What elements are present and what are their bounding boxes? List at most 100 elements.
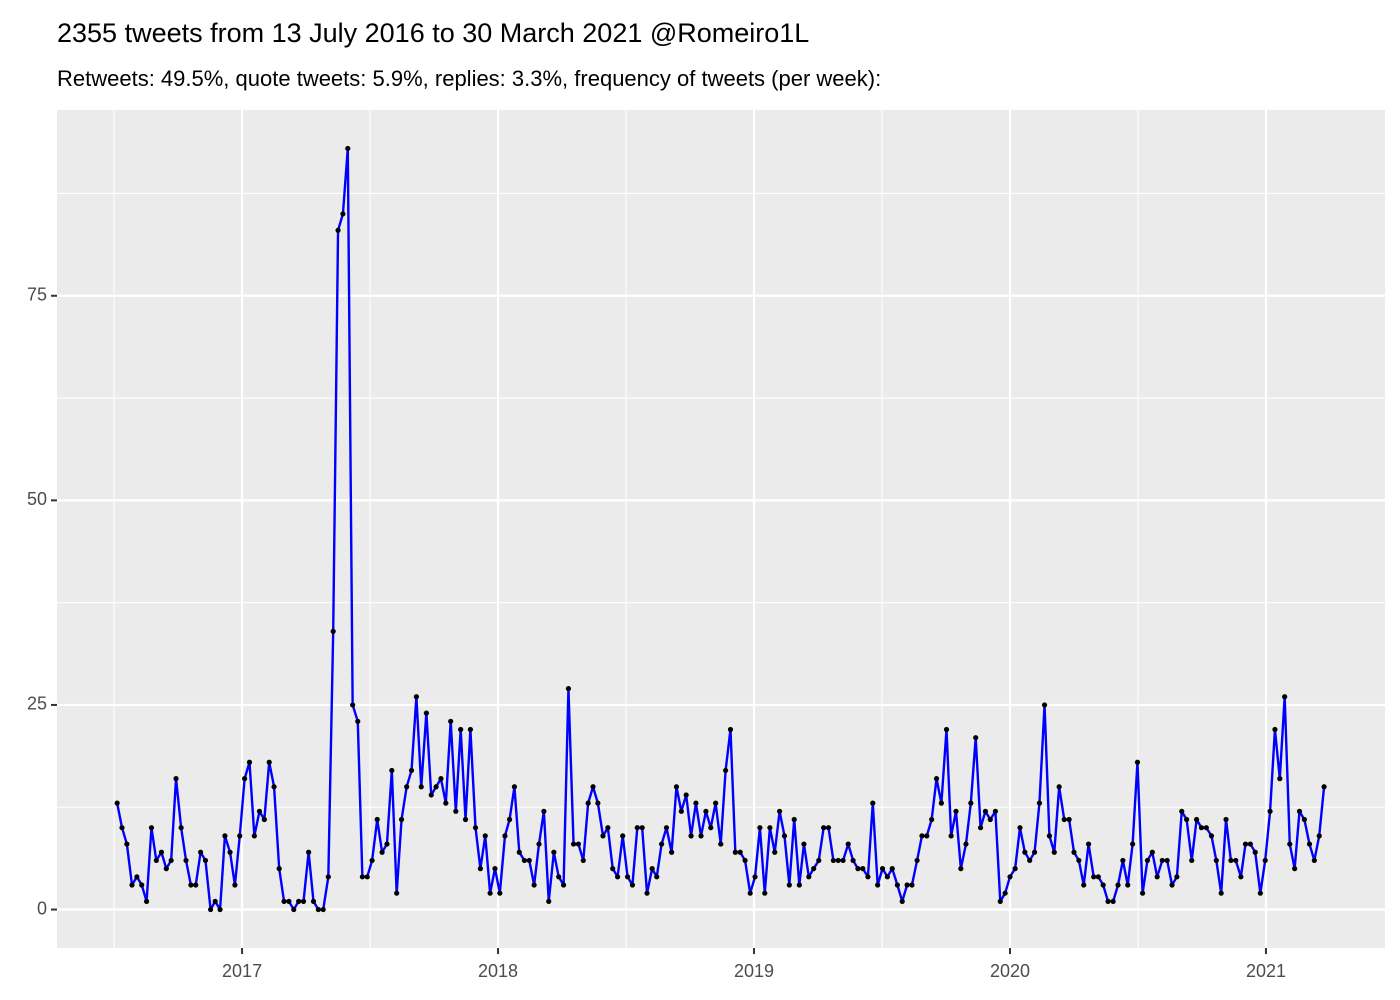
data-point xyxy=(462,816,469,823)
data-point xyxy=(506,816,513,823)
data-point xyxy=(1277,775,1283,782)
data-point xyxy=(246,759,253,765)
data-point xyxy=(899,898,905,904)
data-point xyxy=(1091,874,1097,880)
data-point xyxy=(482,833,488,839)
data-point xyxy=(585,800,591,806)
data-point xyxy=(418,784,424,790)
data-point xyxy=(119,825,125,831)
data-point xyxy=(796,882,802,888)
data-point xyxy=(727,726,734,733)
data-point xyxy=(953,808,959,814)
data-point xyxy=(737,849,743,855)
data-point xyxy=(173,775,179,782)
data-point xyxy=(428,792,434,798)
data-point xyxy=(718,841,724,847)
data-point xyxy=(1061,816,1067,823)
data-point xyxy=(605,825,611,831)
plot-panel xyxy=(57,110,1385,948)
data-point xyxy=(168,857,174,864)
data-point xyxy=(982,808,989,814)
data-point xyxy=(1051,849,1057,855)
data-point xyxy=(565,685,572,692)
data-point xyxy=(423,710,429,716)
data-point xyxy=(919,833,925,839)
data-point xyxy=(1164,857,1170,864)
data-point xyxy=(1272,726,1278,733)
data-point xyxy=(958,866,964,872)
data-point xyxy=(261,816,267,823)
data-point xyxy=(614,874,621,880)
data-point xyxy=(158,849,165,855)
data-point xyxy=(575,841,582,847)
data-point xyxy=(364,874,370,880)
data-point xyxy=(1100,882,1106,888)
data-point xyxy=(178,825,184,831)
data-point xyxy=(438,775,444,782)
data-point xyxy=(1233,857,1239,864)
data-point xyxy=(477,866,483,872)
data-point xyxy=(448,718,454,724)
data-point xyxy=(320,906,326,913)
data-point xyxy=(1262,857,1268,864)
data-point xyxy=(1169,882,1175,888)
data-point xyxy=(124,841,130,847)
data-point xyxy=(620,833,626,839)
data-point xyxy=(492,866,498,872)
data-point xyxy=(193,882,199,888)
data-point xyxy=(678,808,684,814)
data-point xyxy=(398,816,405,823)
data-point xyxy=(1267,808,1273,814)
data-point xyxy=(546,898,552,904)
y-tick-label: 50 xyxy=(27,489,47,509)
data-point xyxy=(870,800,876,806)
data-point xyxy=(663,825,670,831)
data-point xyxy=(639,825,645,831)
data-point xyxy=(1007,874,1013,880)
data-point xyxy=(408,767,415,774)
data-point xyxy=(345,145,351,152)
data-point xyxy=(879,866,886,872)
data-point xyxy=(350,702,356,708)
data-point xyxy=(909,882,915,888)
data-point xyxy=(148,825,155,831)
data-point xyxy=(713,800,719,806)
data-point xyxy=(472,825,479,831)
data-point xyxy=(1301,816,1307,823)
data-point xyxy=(904,882,910,888)
data-point xyxy=(1218,890,1224,896)
data-point xyxy=(433,784,439,790)
data-point xyxy=(315,906,321,913)
x-tick-label: 2019 xyxy=(734,961,774,981)
x-tick-label: 2021 xyxy=(1246,961,1286,981)
data-point xyxy=(1296,808,1303,814)
data-point xyxy=(992,808,999,814)
data-point xyxy=(830,857,836,864)
data-point xyxy=(139,882,145,888)
data-point xyxy=(889,866,895,872)
data-point xyxy=(997,898,1003,904)
data-point xyxy=(821,825,827,831)
data-point xyxy=(806,874,812,880)
data-point xyxy=(1311,857,1317,864)
data-point xyxy=(884,874,890,880)
data-point xyxy=(536,841,542,847)
data-point xyxy=(855,866,861,872)
data-point xyxy=(296,898,302,904)
data-point xyxy=(217,906,223,913)
data-point xyxy=(668,849,675,855)
data-point xyxy=(786,882,792,888)
data-point xyxy=(1041,702,1048,708)
data-point xyxy=(114,800,120,806)
data-point xyxy=(938,800,944,806)
data-point xyxy=(389,767,395,774)
data-point xyxy=(762,890,768,896)
data-point xyxy=(374,816,380,823)
data-point xyxy=(914,857,920,864)
data-point xyxy=(1056,784,1062,790)
data-point xyxy=(266,759,272,765)
data-point xyxy=(143,898,150,904)
data-point xyxy=(580,857,586,864)
data-point xyxy=(1316,833,1322,839)
data-point xyxy=(1306,841,1313,847)
